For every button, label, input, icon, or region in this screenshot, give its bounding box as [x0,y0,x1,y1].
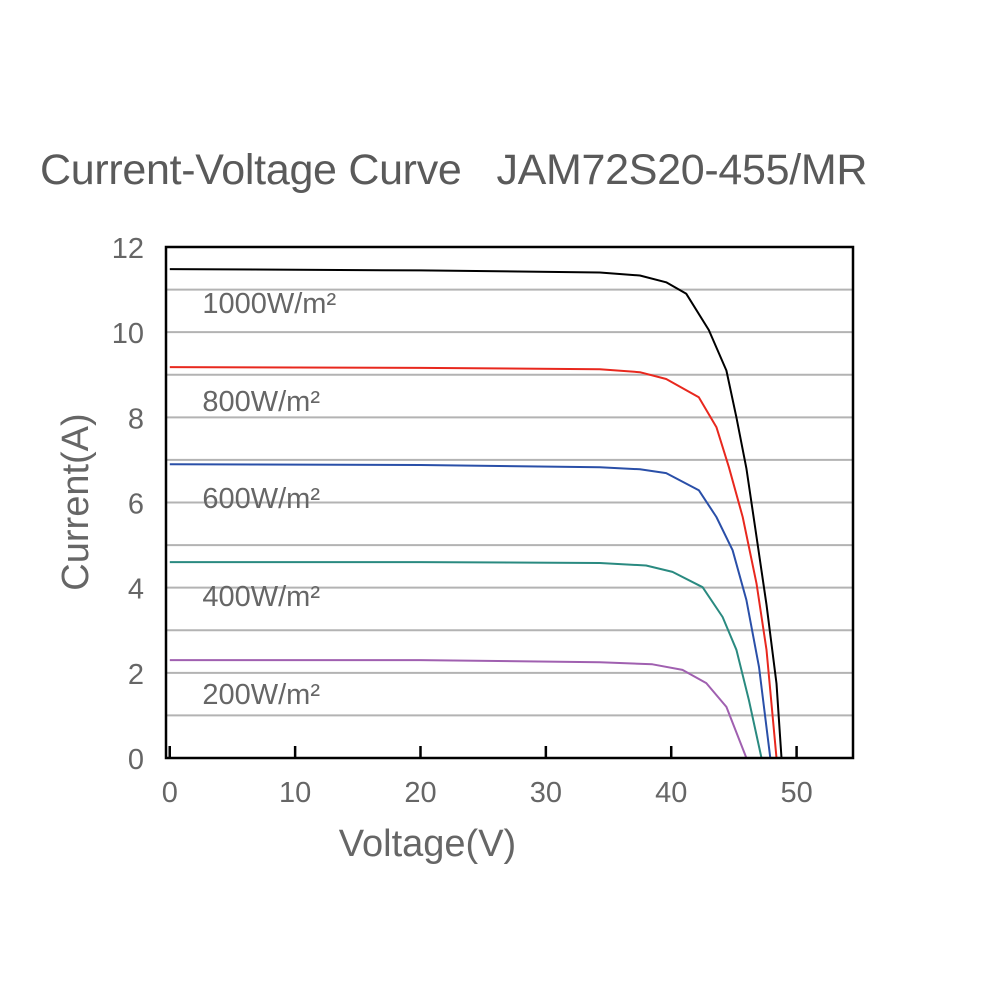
x-tick-label: 10 [279,777,311,809]
x-tick-label: 20 [404,777,436,809]
x-tick-label: 40 [655,777,687,809]
curve-label: 400W/m² [202,581,320,613]
chart-title: Current-Voltage Curve JAM72S20-455/MR [40,146,868,194]
curve-400 [169,561,763,759]
y-tick-label: 6 [128,489,144,521]
y-tick-label: 12 [112,233,144,265]
plot-frame [164,245,855,760]
curve-label: 1000W/m² [202,288,336,320]
y-tick-label: 10 [112,318,144,350]
x-tick-label: 30 [530,777,562,809]
curve-200 [169,659,748,759]
curve-600 [169,463,772,759]
x-axis-label: Voltage(V) [339,823,516,865]
curve-label: 200W/m² [202,679,320,711]
y-axis-label: Current(A) [55,413,97,590]
y-tick-label: 0 [128,744,144,776]
y-tick-label: 2 [128,659,144,691]
y-tick-label: 8 [128,403,144,435]
curve-label: 600W/m² [202,483,320,515]
curve-800 [169,366,778,759]
curve-1000 [169,268,783,759]
x-tick-label: 0 [162,777,178,809]
x-tick-label: 50 [780,777,812,809]
y-tick-label: 4 [128,574,144,606]
curve-label: 800W/m² [202,386,320,418]
